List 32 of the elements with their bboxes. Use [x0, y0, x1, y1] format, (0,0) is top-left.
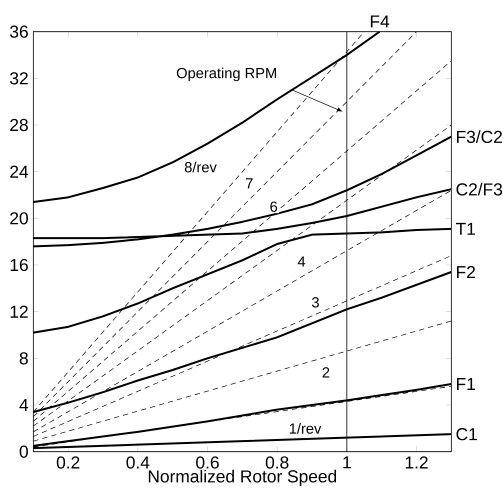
series-label: C1 — [456, 428, 477, 440]
annotation: 8/rev — [184, 162, 217, 172]
annotation: 7 — [246, 178, 253, 188]
y-tick-label: 12 — [10, 306, 28, 318]
annotation: 1/rev — [290, 422, 322, 434]
annotation: 2 — [322, 367, 330, 378]
series-label: F1 — [457, 378, 475, 390]
y-tick-label: 0 — [20, 446, 28, 458]
series-label: F2 — [457, 266, 475, 278]
y-tick-label: 8 — [20, 352, 28, 364]
series-label: T1 — [456, 222, 475, 235]
x-axis-title: Normalized Rotor Speed — [148, 470, 336, 486]
series-label: F3/C2 — [457, 130, 502, 144]
x-tick-label: 1.2 — [406, 456, 428, 468]
annotation: 6 — [270, 201, 278, 212]
series-label: C2/F3 — [456, 182, 502, 196]
series-label: F4 — [370, 15, 390, 28]
x-tick-label: 0.8 — [266, 456, 288, 469]
y-tick-label: 20 — [10, 212, 28, 224]
x-tick-label: 1 — [343, 456, 351, 468]
y-tick-label: 4 — [19, 399, 28, 411]
x-tick-label: 0.2 — [56, 456, 80, 469]
y-tick-label: 24 — [10, 166, 28, 178]
y-tick-label: 32 — [10, 72, 28, 84]
y-tick-label: 28 — [10, 118, 28, 132]
ref-line-label: Operating RPM — [176, 68, 276, 82]
x-tick-label: 0.4 — [126, 456, 150, 469]
y-tick-label: 16 — [10, 258, 28, 272]
x-tick-label: 0.6 — [196, 456, 219, 469]
y-tick-label: 36 — [10, 26, 28, 38]
annotation: 4 — [298, 256, 306, 267]
annotation: 3 — [312, 297, 319, 308]
